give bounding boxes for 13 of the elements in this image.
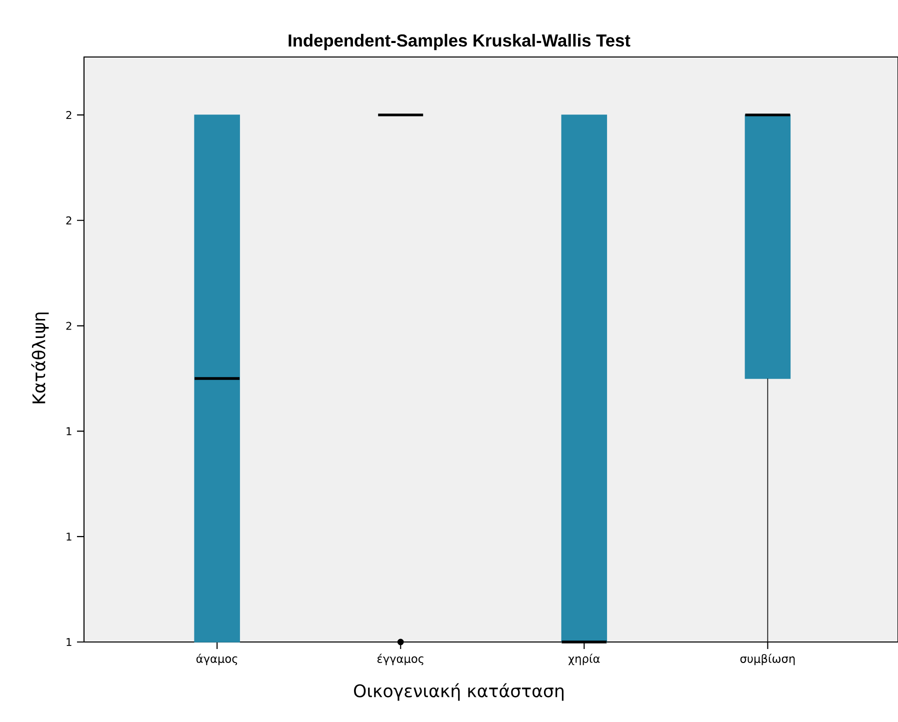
x-tick-label: έγγαμος bbox=[377, 654, 424, 666]
y-tick-label: 2 bbox=[66, 322, 72, 330]
y-tick-label: 2 bbox=[66, 216, 72, 224]
x-tick-label: χηρία bbox=[568, 654, 600, 666]
y-tick-label: 1 bbox=[66, 427, 72, 436]
y-tick-label: 2 bbox=[66, 111, 72, 119]
chart-title: Independent-Samples Kruskal-Wallis Test bbox=[288, 34, 630, 50]
x-tick-label: συμβίωση bbox=[740, 654, 795, 666]
y-tick-label: 1 bbox=[66, 532, 72, 540]
x-axis-title: Οικογενιακή κατάσταση bbox=[354, 683, 564, 701]
x-tick-label: άγαμος bbox=[196, 654, 238, 666]
y-tick-label: 1 bbox=[66, 638, 72, 646]
y-axis-title: Κατάθλιψη bbox=[31, 312, 49, 404]
